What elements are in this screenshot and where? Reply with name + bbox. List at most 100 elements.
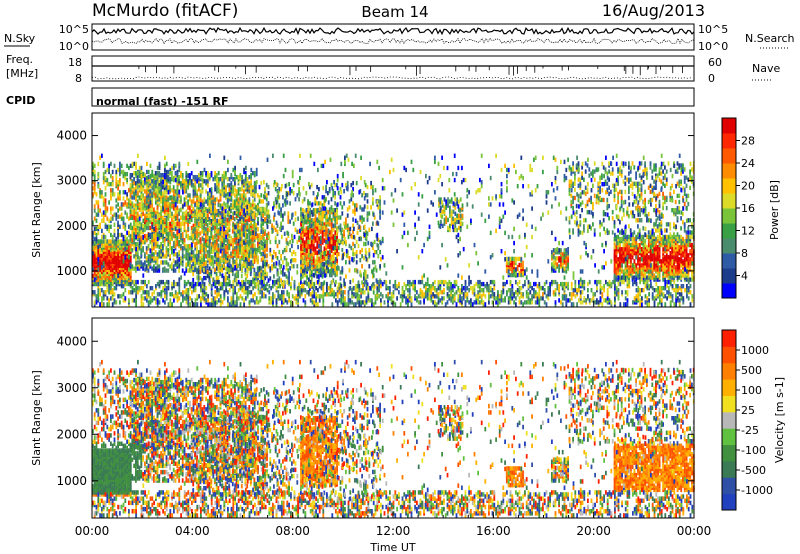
power-cell [138, 179, 141, 184]
power-cell [334, 208, 337, 213]
power-cell [283, 247, 286, 253]
power-cell [629, 242, 632, 248]
power-cell [106, 245, 109, 250]
power-cell [169, 221, 171, 227]
power-cell [129, 262, 132, 267]
power-cell [187, 233, 189, 239]
power-cell [195, 249, 198, 254]
power-cell [185, 252, 188, 257]
power-cell [303, 197, 306, 202]
power-cell [368, 247, 371, 253]
power-cell [233, 259, 236, 264]
power-cell [172, 185, 175, 190]
power-cell [255, 276, 257, 281]
power-cell [117, 202, 119, 207]
power-cell [154, 193, 157, 198]
power-cell [115, 239, 118, 244]
power-cell [629, 267, 632, 272]
power-cell [667, 255, 670, 260]
power-cell [183, 238, 186, 243]
power-cell [208, 202, 211, 208]
power-cell [203, 229, 205, 234]
power-cell [235, 175, 238, 180]
power-cell [207, 183, 209, 188]
power-cell [320, 262, 322, 268]
power-cell [135, 171, 137, 176]
power-cell [183, 197, 186, 202]
power-cell [178, 218, 181, 223]
power-cell [95, 192, 98, 197]
power-cell [119, 206, 121, 211]
power-cell [334, 223, 336, 228]
power-cell [153, 179, 155, 184]
power-cell [656, 267, 659, 272]
power-cell [133, 209, 135, 214]
power-cell [656, 238, 659, 244]
power-cell [111, 175, 114, 181]
power-cell [104, 273, 107, 279]
power-cell [183, 211, 186, 216]
power-cell [348, 243, 351, 249]
freq-panel: Freq. [MHz] 18 8 60 0 Nave [6, 53, 780, 85]
power-cell [325, 197, 327, 202]
power-cell [171, 175, 173, 180]
power-cell [131, 225, 134, 231]
power-cell [330, 208, 333, 213]
power-cell [311, 246, 313, 251]
power-cell [373, 284, 376, 289]
power-cell [151, 179, 153, 184]
power-cell [301, 274, 304, 279]
power-cell [458, 199, 460, 204]
power-cell [262, 227, 265, 232]
power-cell [273, 262, 275, 267]
power-cell [237, 204, 240, 210]
power-cell [198, 183, 200, 188]
power-cell [373, 249, 376, 255]
power-cell [443, 217, 446, 223]
power-cell [318, 240, 320, 245]
power-cell [323, 238, 326, 243]
power-cell [102, 180, 105, 185]
power-cell [196, 260, 198, 265]
power-cell [274, 187, 277, 192]
power-cell [285, 274, 288, 279]
power-cell [646, 234, 648, 240]
power-cell [111, 192, 114, 197]
power-cell [445, 199, 448, 204]
power-cell [255, 184, 257, 190]
power-cell [97, 230, 100, 236]
power-cell [328, 207, 331, 212]
power-cell [135, 242, 137, 247]
power-cell [228, 261, 231, 266]
power-cell [145, 246, 148, 251]
power-cell [158, 213, 161, 218]
power-cell [195, 208, 198, 214]
power-cell [637, 247, 639, 252]
power-cell [197, 261, 200, 266]
power-cell [264, 207, 266, 212]
power-cell [145, 250, 148, 255]
power-cell [160, 260, 162, 265]
power-cell [244, 193, 247, 198]
power-cell [329, 240, 331, 245]
power-cell [106, 224, 109, 229]
power-cell [343, 251, 345, 257]
power-cell [563, 266, 566, 271]
power-cell [251, 253, 254, 258]
power-cell [199, 231, 202, 236]
power-cell [145, 191, 148, 196]
power-cell [162, 185, 164, 190]
power-cell [249, 219, 252, 224]
power-cell [310, 223, 313, 228]
power-cell [352, 241, 354, 247]
power-cell [108, 224, 110, 229]
power-cell [258, 247, 261, 253]
power-cell [336, 231, 338, 236]
power-cell [128, 230, 130, 236]
power-cell [104, 192, 107, 197]
power-cell [231, 271, 234, 277]
power-cell [129, 225, 132, 231]
power-cell [101, 190, 103, 195]
power-cell [364, 270, 367, 275]
power-cell [131, 215, 134, 220]
